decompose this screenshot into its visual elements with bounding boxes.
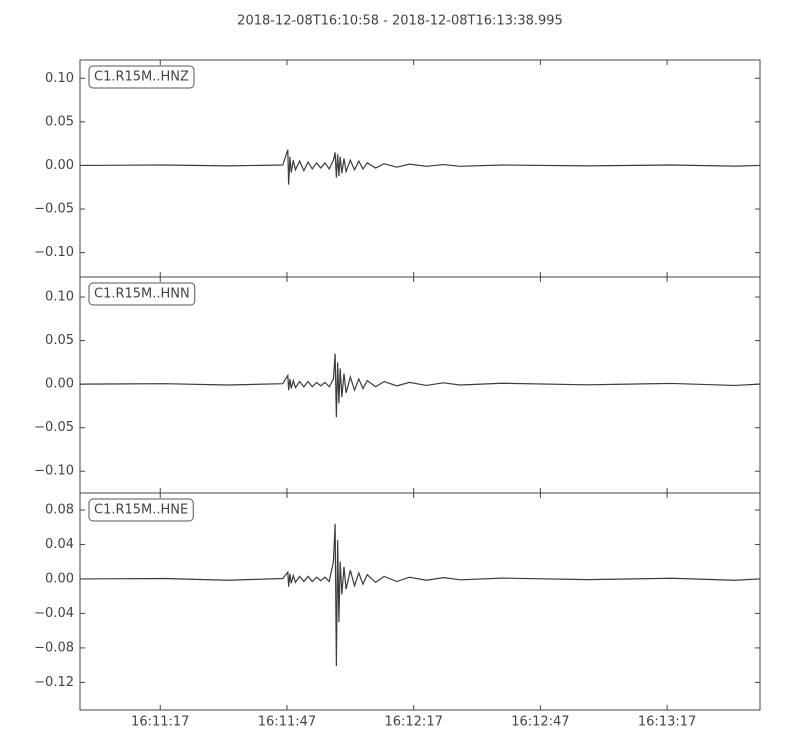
waveform [80,149,760,185]
y-tick-label: −0.08 [34,640,74,655]
y-tick-label: 0.05 [45,333,74,348]
y-tick-label: −0.05 [34,202,74,217]
y-tick-label: 0.10 [45,71,74,86]
x-tick-label: 16:12:47 [511,715,569,730]
y-tick-label: 0.10 [45,290,74,305]
x-tick-label: 16:11:17 [131,715,189,730]
y-tick-label: −0.10 [34,245,74,260]
x-tick-label: 16:13:17 [638,715,696,730]
y-tick-label: 0.00 [45,571,74,586]
y-tick-label: −0.05 [34,420,74,435]
x-tick-label: 16:11:47 [258,715,316,730]
y-tick-label: −0.04 [34,606,74,621]
y-tick-label: 0.04 [45,537,74,552]
trace-label: C1.R15M..HNN [94,287,190,302]
waveform [80,523,760,667]
y-tick-label: 0.08 [45,502,74,517]
y-tick-label: 0.05 [45,114,74,129]
axes-frame [79,492,761,711]
y-tick-label: 0.00 [45,158,74,173]
x-tick-label: 16:12:17 [384,715,442,730]
y-tick-label: −0.10 [34,464,74,479]
y-tick-label: 0.00 [45,377,74,392]
y-tick-label: −0.12 [34,675,74,690]
trace-label: C1.R15M..HNE [94,503,188,518]
trace-label: C1.R15M..HNZ [94,70,189,85]
trace-label-box [88,65,195,89]
trace-label-box [88,282,196,306]
chart-title: 2018-12-08T16:10:58 - 2018-12-08T16:13:3… [237,14,563,29]
trace-label-box [88,498,194,522]
waveform [80,353,760,418]
